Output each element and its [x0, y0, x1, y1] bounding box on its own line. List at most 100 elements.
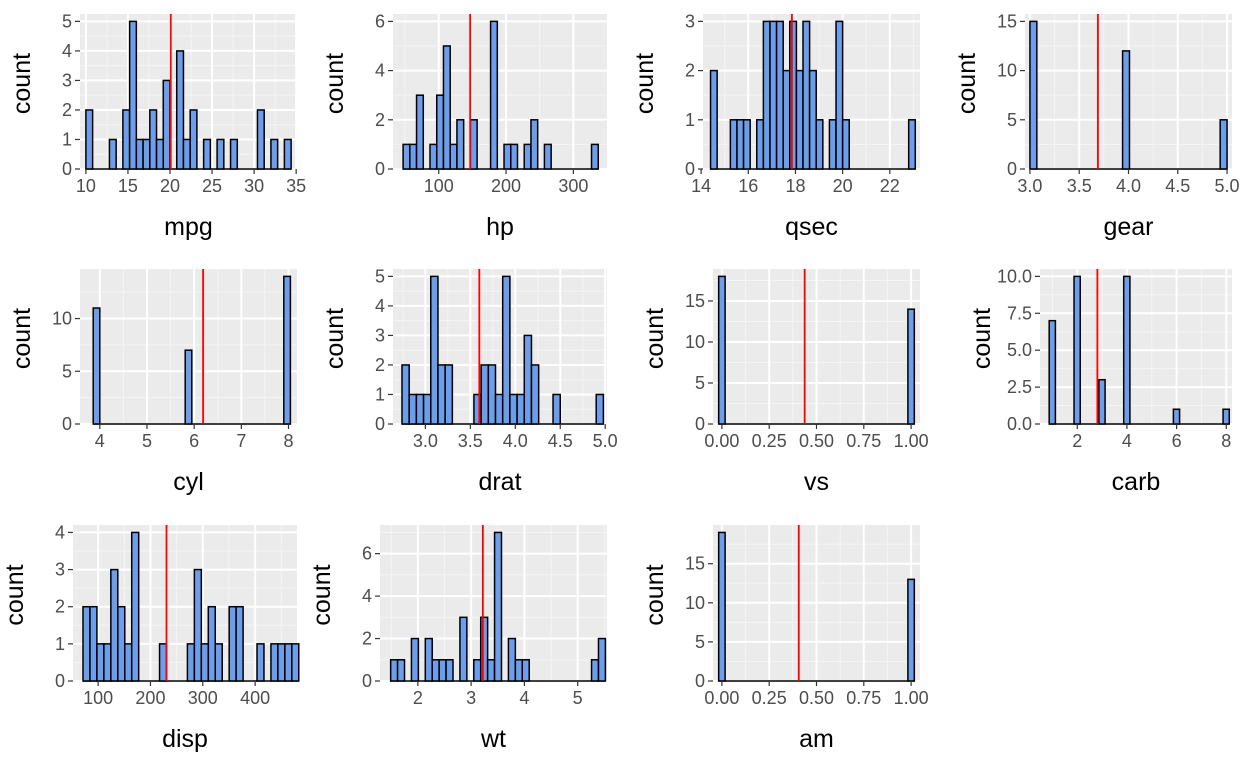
x-axis-title: wt: [480, 725, 506, 753]
histogram-bar: [494, 393, 504, 425]
histogram-bar: [155, 138, 165, 170]
y-tick-label: 15: [685, 554, 705, 574]
x-tick-label: 35: [286, 176, 306, 196]
histogram-bar: [175, 50, 185, 170]
histogram-bar: [742, 119, 751, 170]
y-tick-label: 5.0: [1007, 340, 1032, 360]
histogram-bar: [736, 119, 745, 170]
histogram-bar: [284, 643, 293, 682]
panel-wt: 2 3 4 5 0 2 4 6 wt count: [308, 525, 607, 753]
histogram-bar: [597, 637, 607, 682]
panel-disp: 100 200 300 400 0 1 2 3 4 disp count: [1, 522, 300, 753]
histogram-bar: [489, 20, 499, 170]
x-tick-label: 300: [558, 176, 588, 196]
histogram-bar: [543, 143, 552, 170]
y-tick-label: 5: [62, 361, 72, 381]
histogram-bar: [841, 119, 850, 170]
histogram-bar: [283, 138, 292, 170]
y-tick-label: 1: [62, 129, 72, 149]
histogram-bar: [128, 20, 138, 170]
histogram-bar: [459, 616, 468, 682]
histogram-bar: [590, 659, 600, 682]
histogram-bar: [709, 69, 718, 170]
x-axis-title: mpg: [164, 213, 213, 241]
histogram-bar: [469, 119, 478, 170]
y-tick-label: 4: [375, 296, 385, 316]
histogram-bar: [1219, 119, 1228, 170]
x-tick-label: 0.75: [846, 688, 881, 708]
histogram-bar: [389, 659, 399, 682]
histogram-bar: [135, 138, 144, 170]
x-tick-label: 2: [1072, 431, 1082, 451]
x-tick-label: 5.0: [593, 431, 618, 451]
x-axis-title: vs: [804, 468, 829, 496]
x-tick-label: 4.0: [1116, 176, 1141, 196]
panel-mpg: 10 15 20 25 30 35 0 1 2 3 4 5 mpg count: [8, 11, 306, 241]
y-tick-label: 1: [685, 110, 695, 130]
histogram-bar: [92, 307, 101, 425]
histogram-bar: [415, 393, 425, 425]
histogram-bar: [270, 643, 279, 682]
x-tick-label: 200: [491, 176, 521, 196]
y-tick-label: 3: [685, 11, 695, 31]
histogram-bar: [401, 364, 410, 425]
x-axis-title: cyl: [173, 468, 204, 496]
histogram-bar: [110, 568, 119, 682]
x-tick-label: 3.0: [413, 431, 438, 451]
y-axis-title: count: [953, 53, 981, 114]
x-tick-label: 30: [244, 176, 264, 196]
x-tick-label: 4.5: [1165, 176, 1190, 196]
histogram-bar: [444, 364, 454, 425]
histogram-bar: [509, 393, 518, 425]
y-tick-label: 2.5: [1007, 377, 1032, 397]
histogram-bar: [130, 531, 140, 682]
x-tick-label: 15: [118, 176, 138, 196]
x-tick-label: 2: [413, 688, 423, 708]
x-axis-title: qsec: [785, 213, 838, 241]
histogram-bar: [158, 643, 168, 682]
histogram-bar: [1048, 319, 1057, 425]
y-tick-label: 5: [695, 373, 705, 393]
x-tick-label: 25: [202, 176, 222, 196]
x-tick-label: 400: [240, 688, 270, 708]
histogram-bar: [1222, 408, 1231, 425]
y-tick-label: 0: [62, 159, 72, 179]
histogram-bar: [424, 637, 433, 682]
histogram-bar: [480, 364, 490, 425]
histogram-bar: [769, 20, 778, 170]
histogram-bar: [235, 605, 244, 682]
x-tick-label: 0.25: [752, 431, 787, 451]
histogram-bar: [530, 119, 539, 170]
histogram-bar: [142, 138, 151, 170]
histogram-bar: [717, 275, 726, 425]
y-tick-label: 1: [375, 384, 385, 404]
histogram-bar: [756, 119, 765, 170]
histogram-bar: [493, 531, 503, 682]
histogram-bar: [835, 20, 844, 170]
histogram-bar: [82, 605, 91, 682]
y-tick-label: 4: [362, 586, 372, 606]
histogram-bar: [410, 637, 420, 682]
y-tick-label: 0: [695, 671, 705, 691]
histogram-bar: [442, 45, 451, 170]
histogram-bar: [1172, 408, 1181, 425]
x-axis-title: am: [799, 725, 834, 753]
y-tick-label: 0: [375, 159, 385, 179]
histogram-bar: [438, 659, 447, 682]
y-axis-title: count: [641, 564, 669, 625]
histogram-bar: [1098, 378, 1106, 425]
y-axis-title: count: [1, 564, 29, 625]
histogram-bar: [117, 605, 126, 682]
y-tick-label: 15: [685, 291, 705, 311]
histogram-bar: [1073, 275, 1081, 425]
histogram-bar: [149, 109, 158, 170]
histogram-bar: [162, 79, 171, 170]
y-tick-label: 6: [375, 11, 385, 31]
panel-background: [393, 14, 607, 169]
y-tick-label: 0: [55, 671, 65, 691]
y-tick-label: 10: [52, 309, 72, 329]
y-axis-title: count: [631, 53, 659, 114]
histogram-bar: [516, 393, 526, 425]
histogram-bar: [202, 138, 212, 170]
x-tick-label: 16: [738, 176, 758, 196]
